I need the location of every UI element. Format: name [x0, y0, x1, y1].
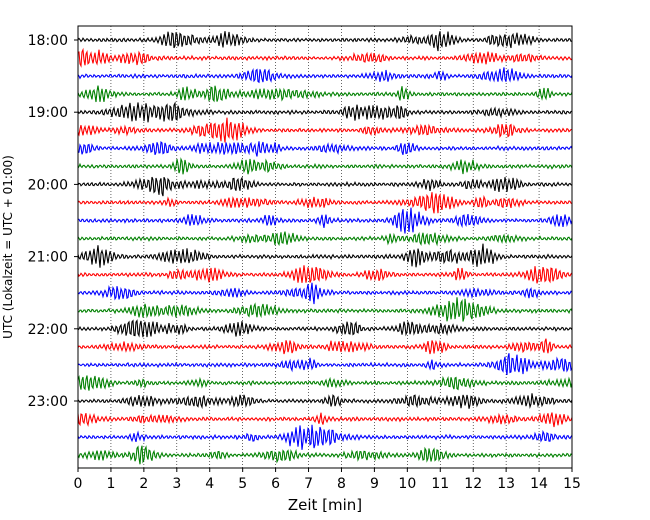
x-tick-label: 10 — [398, 476, 416, 492]
trace-line — [77, 445, 573, 465]
trace-line — [77, 101, 573, 123]
trace-line — [77, 117, 573, 143]
plot-frame — [77, 25, 573, 469]
x-tick-label: 12 — [464, 476, 482, 492]
trace-line — [77, 243, 573, 268]
y-tick-label: 19:00 — [28, 105, 68, 121]
x-tick-label: 15 — [563, 476, 581, 492]
x-tick-label: 14 — [530, 476, 548, 492]
trace-line — [77, 157, 573, 175]
trace-line — [77, 176, 573, 197]
x-tick-label: 13 — [497, 476, 515, 492]
y-axis: 18:00 19:00 20:00 21:00 22:00 23:00 — [28, 33, 78, 410]
trace-line — [77, 207, 573, 234]
trace-line — [77, 393, 573, 410]
x-tick-label: 5 — [238, 476, 247, 492]
x-axis-label: Zeit [min] — [288, 496, 362, 514]
trace-line — [77, 231, 573, 247]
y-tick-label: 20:00 — [28, 177, 68, 193]
trace-line — [77, 47, 573, 68]
x-tick-label: 6 — [271, 476, 280, 492]
trace-line — [77, 374, 573, 391]
x-tick-label: 2 — [139, 476, 148, 492]
x-tick-label: 7 — [304, 476, 313, 492]
y-tick-label: 18:00 — [28, 33, 68, 49]
trace-line — [77, 282, 573, 305]
y-tick-label: 21:00 — [28, 250, 68, 266]
trace-line — [77, 319, 573, 338]
trace-line — [77, 424, 573, 450]
x-axis: 0 1 2 3 4 5 6 7 8 9 10 11 12 13 14 15 — [74, 468, 581, 492]
x-tick-label: 8 — [337, 476, 346, 492]
trace-line — [77, 297, 573, 322]
x-tick-label: 3 — [172, 476, 181, 492]
x-tick-label: 0 — [74, 476, 83, 492]
x-tick-label: 11 — [431, 476, 449, 492]
y-axis-label: UTC (Lokalzeit = UTC + 01:00) — [1, 155, 15, 339]
seismic-traces — [77, 31, 573, 465]
y-tick-label: 22:00 — [28, 322, 68, 338]
x-tick-label: 4 — [205, 476, 214, 492]
trace-line — [77, 31, 573, 52]
x-tick-label: 9 — [370, 476, 379, 492]
trace-line — [77, 141, 573, 157]
trace-line — [77, 338, 573, 355]
trace-line — [77, 67, 573, 84]
trace-line — [77, 412, 573, 428]
trace-line — [77, 353, 573, 376]
trace-line — [77, 192, 573, 214]
x-tick-label: 1 — [106, 476, 115, 492]
trace-line — [77, 265, 573, 284]
y-tick-label: 23:00 — [28, 394, 68, 410]
trace-line — [77, 85, 573, 103]
